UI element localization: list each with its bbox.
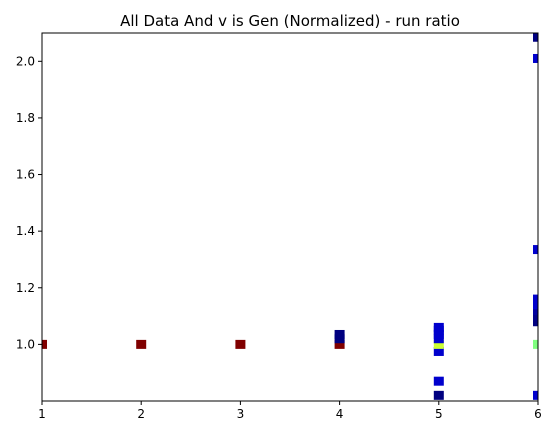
y-tick-label-2: 1.4 bbox=[16, 224, 35, 238]
y-axis: 1.0 1.2 1.4 1.6 1.8 2.0 bbox=[16, 54, 42, 351]
heatmap-cell-2 bbox=[235, 339, 246, 349]
x-tick-label-3: 4 bbox=[336, 407, 344, 421]
heatmap-cell-22 bbox=[533, 53, 538, 63]
heatmap-cell-19 bbox=[533, 300, 538, 310]
heatmap-cell-0 bbox=[42, 339, 47, 349]
x-tick-label-4: 5 bbox=[435, 407, 443, 421]
heatmap-cell-8 bbox=[433, 346, 444, 356]
heatmap-cell-6 bbox=[433, 390, 444, 400]
heatmap-cell-18 bbox=[533, 305, 538, 315]
heatmap-cell-7 bbox=[433, 376, 444, 386]
y-tick-label-0: 1.0 bbox=[16, 337, 35, 351]
heatmap-cells bbox=[42, 33, 538, 400]
plot-frame bbox=[41, 32, 539, 402]
heatmap-cell-3 bbox=[334, 339, 345, 349]
heatmap-cell-5 bbox=[334, 329, 345, 339]
x-tick-label-5: 6 bbox=[534, 407, 542, 421]
y-tick-label-3: 1.6 bbox=[16, 168, 35, 182]
x-axis: 1 2 3 4 5 6 bbox=[38, 401, 542, 421]
heatmap-cell-20 bbox=[533, 294, 538, 304]
heatmap-cell-16 bbox=[533, 317, 538, 327]
heatmap-cell-15 bbox=[533, 339, 538, 349]
chart-title: All Data And v is Gen (Normalized) - run… bbox=[120, 12, 460, 30]
heatmap-cell-1 bbox=[136, 339, 147, 349]
heatmap-cell-17 bbox=[533, 311, 538, 321]
x-tick-label-1: 2 bbox=[137, 407, 145, 421]
x-tick-label-0: 1 bbox=[38, 407, 46, 421]
heatmap-cell-23 bbox=[533, 33, 538, 42]
y-tick-label-4: 1.8 bbox=[16, 111, 35, 125]
heatmap-cell-21 bbox=[533, 245, 538, 255]
heatmap-cell-13 bbox=[433, 322, 444, 332]
heatmap-cell-14 bbox=[533, 390, 538, 400]
heatmap-cell-9 bbox=[433, 339, 444, 349]
x-tick-label-2: 3 bbox=[237, 407, 245, 421]
y-tick-label-1: 1.2 bbox=[16, 281, 35, 295]
y-tick-label-5: 2.0 bbox=[16, 54, 35, 68]
